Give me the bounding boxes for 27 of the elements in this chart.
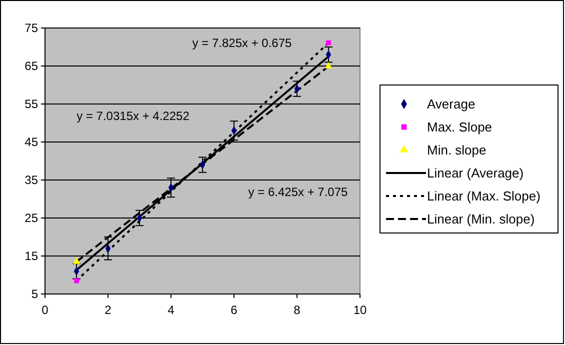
y-tick-label: 75 [24,21,38,36]
point [326,40,331,46]
x-tick-label: 2 [104,303,112,317]
annotation: y = 6.425x + 7.075 [248,185,348,200]
y-tick-label: 5 [31,287,38,302]
x-tick-label: 0 [42,303,49,317]
x-tick-label: 10 [353,303,367,317]
y-tick-label: 25 [24,211,38,226]
legend-label: Linear (Max. Slope) [427,188,540,204]
annotation: y = 7.825x + 0.675 [192,36,292,50]
legend-label: Average [427,96,476,112]
y-tick-label: 45 [24,135,38,150]
legend-label: Min. slope [427,142,486,158]
x-tick-label: 6 [230,303,238,317]
y-tick-label: 15 [24,249,38,264]
y-tick-label: 65 [24,59,38,74]
point [74,278,79,284]
x-tick-label: 8 [294,303,301,317]
legend-label: Max. Slope [427,120,492,135]
y-tick-label: 55 [24,97,38,112]
annotation: y = 7.0315x + 4.2252 [76,109,190,124]
point [324,62,332,69]
legend-label: Linear (Average) [427,166,524,181]
point [72,257,80,264]
y-tick-label: 35 [24,173,38,188]
x-tick-label: 4 [168,303,175,317]
legend-label: Linear (Min. slope) [427,212,535,227]
